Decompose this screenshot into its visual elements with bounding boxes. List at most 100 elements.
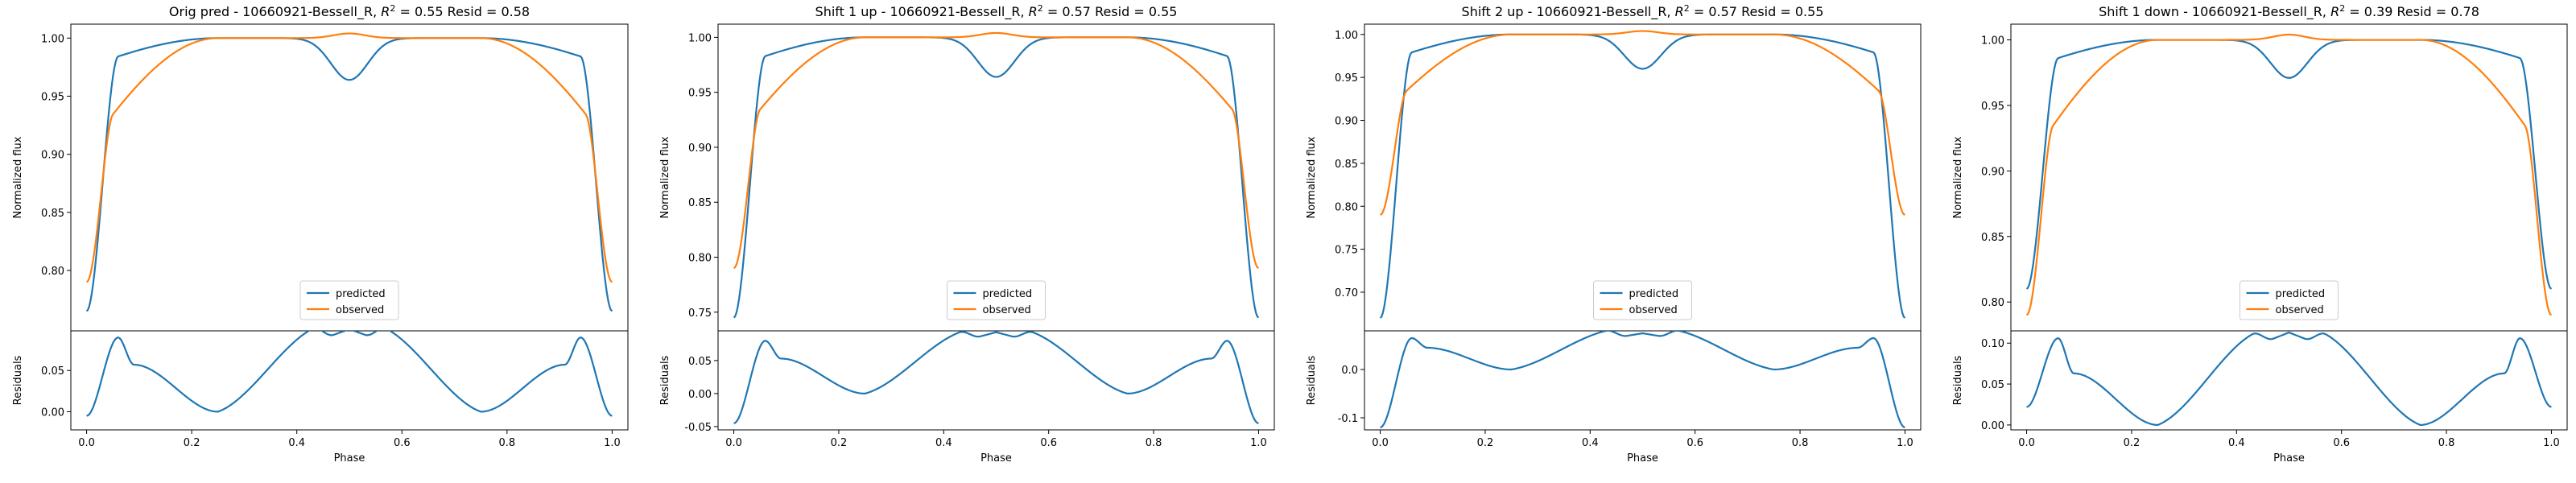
xtick-label: 0.4 xyxy=(288,437,305,449)
residual-y-axis-label: Residuals xyxy=(659,355,671,405)
legend-label-predicted: predicted xyxy=(1629,288,1679,300)
flux-ytick-label: 0.80 xyxy=(688,253,712,265)
residual-axes-frame xyxy=(70,330,629,431)
flux-ytick-label: 0.90 xyxy=(1335,116,1358,128)
residual-axes-frame xyxy=(1364,330,1922,431)
flux-y-axis-label: Normalized flux xyxy=(12,136,24,218)
flux-ytick-label: 0.75 xyxy=(688,308,712,320)
predicted-series-line xyxy=(2025,39,2553,290)
flux-ytick-label: 1.00 xyxy=(1981,35,2004,47)
chart-title: Shift 1 down - 10660921-Bessell_R, R2 = … xyxy=(2099,3,2479,20)
xtick-label: 1.0 xyxy=(2543,437,2560,449)
xtick-label: 0.6 xyxy=(1686,437,1703,449)
flux-ytick-label: 0.80 xyxy=(1335,201,1358,213)
x-axis-label: Phase xyxy=(334,452,365,464)
flux-ytick-label: 0.80 xyxy=(1981,297,2004,309)
residual-ytick-label: 0.05 xyxy=(41,365,64,378)
xtick-label: 0.2 xyxy=(2124,437,2140,449)
xtick-label: 0.0 xyxy=(1372,437,1389,449)
chart-title: Shift 2 up - 10660921-Bessell_R, R2 = 0.… xyxy=(1462,3,1824,20)
xtick-label: 0.4 xyxy=(1582,437,1599,449)
xtick-label: 0.6 xyxy=(1040,437,1057,449)
observed-series-line xyxy=(85,32,613,283)
observed-series-line xyxy=(2025,33,2553,316)
flux-ytick-label: 0.85 xyxy=(1335,159,1358,171)
xtick-label: 0.0 xyxy=(78,437,95,449)
xtick-label: 1.0 xyxy=(604,437,621,449)
residual-ytick-label: -0.05 xyxy=(684,422,712,434)
residual-y-axis-label: Residuals xyxy=(1952,355,1964,405)
legend-label-observed: observed xyxy=(2276,304,2324,316)
residual-ytick-label: -0.1 xyxy=(1338,413,1358,425)
legend: predicted observed xyxy=(299,280,399,320)
predicted-series-line xyxy=(85,37,613,312)
flux-ytick-label: 0.95 xyxy=(1335,72,1358,85)
xtick-label: 0.6 xyxy=(394,437,411,449)
xtick-label: 0.8 xyxy=(499,437,516,449)
xtick-label: 0.6 xyxy=(2333,437,2350,449)
xtick-label: 0.8 xyxy=(1792,437,1809,449)
flux-y-axis-label: Normalized flux xyxy=(659,136,671,218)
residual-ytick-label: 0.00 xyxy=(688,389,712,401)
chart-title: Orig pred - 10660921-Bessell_R, R2 = 0.5… xyxy=(169,3,530,20)
flux-ytick-label: 0.85 xyxy=(688,197,712,209)
x-axis-label: Phase xyxy=(980,452,1012,464)
flux-ytick-label: 0.90 xyxy=(688,142,712,155)
residual-axes-frame xyxy=(717,330,1275,431)
legend-label-observed: observed xyxy=(983,304,1031,316)
residual-axes-frame xyxy=(2010,330,2568,431)
xtick-label: 0.8 xyxy=(2438,437,2455,449)
predicted-series-line xyxy=(733,36,1260,319)
predicted-series-line xyxy=(1379,33,1906,319)
residual-series-line xyxy=(2026,331,2552,427)
residual-y-axis-label: Residuals xyxy=(1306,355,1318,405)
xtick-label: 1.0 xyxy=(1250,437,1267,449)
residual-ytick-label: 0.10 xyxy=(1981,338,2004,350)
observed-series-line xyxy=(733,31,1260,270)
flux-ytick-label: 0.85 xyxy=(41,208,64,220)
chart-panel-3: Shift 2 up - 10660921-Bessell_R, R2 = 0.… xyxy=(1306,3,1922,464)
legend-label-observed: observed xyxy=(1629,304,1678,316)
flux-ytick-label: 1.00 xyxy=(41,33,64,45)
chart-panel-2: Shift 1 up - 10660921-Bessell_R, R2 = 0.… xyxy=(659,3,1275,464)
flux-ytick-label: 0.70 xyxy=(1335,287,1358,299)
observed-series-line xyxy=(1380,30,1905,216)
chart-panel-4: Shift 1 down - 10660921-Bessell_R, R2 = … xyxy=(1952,3,2568,464)
flux-ytick-label: 1.00 xyxy=(1335,30,1358,42)
xtick-label: 0.0 xyxy=(2018,437,2035,449)
xtick-label: 0.2 xyxy=(1477,437,1494,449)
flux-y-axis-label: Normalized flux xyxy=(1306,136,1318,218)
flux-ytick-label: 0.80 xyxy=(41,266,64,278)
flux-ytick-label: 0.95 xyxy=(688,88,712,100)
x-axis-label: Phase xyxy=(2273,452,2305,464)
residual-ytick-label: 0.05 xyxy=(688,356,712,368)
legend-label-observed: observed xyxy=(336,304,384,316)
legend-label-predicted: predicted xyxy=(983,288,1033,300)
residual-ytick-label: 0.00 xyxy=(1981,420,2004,432)
residual-y-axis-label: Residuals xyxy=(12,355,24,405)
xtick-label: 0.4 xyxy=(2228,437,2245,449)
xtick-label: 0.0 xyxy=(725,437,742,449)
residual-series-line xyxy=(86,331,613,417)
flux-ytick-label: 0.90 xyxy=(1981,166,2004,178)
flux-ytick-label: 0.90 xyxy=(41,150,64,162)
residual-ytick-label: 0.0 xyxy=(1341,365,1358,377)
legend: predicted observed xyxy=(2240,280,2339,320)
chart-title: Shift 1 up - 10660921-Bessell_R, R2 = 0.… xyxy=(815,3,1178,20)
legend-label-predicted: predicted xyxy=(2276,288,2326,300)
legend-label-predicted: predicted xyxy=(336,288,386,300)
residual-ytick-label: 0.00 xyxy=(41,407,64,419)
flux-ytick-label: 0.95 xyxy=(1981,101,2004,113)
residual-series-line xyxy=(1380,331,1905,429)
xtick-label: 0.8 xyxy=(1146,437,1162,449)
xtick-label: 0.2 xyxy=(184,437,200,449)
legend: predicted observed xyxy=(947,280,1046,320)
xtick-label: 0.4 xyxy=(935,437,952,449)
flux-ytick-label: 1.00 xyxy=(688,32,712,44)
x-axis-label: Phase xyxy=(1627,452,1658,464)
legend: predicted observed xyxy=(1593,280,1692,320)
chart-panel-1: Orig pred - 10660921-Bessell_R, R2 = 0.5… xyxy=(12,3,629,464)
flux-ytick-label: 0.85 xyxy=(1981,232,2004,244)
flux-ytick-label: 0.75 xyxy=(1335,245,1358,257)
